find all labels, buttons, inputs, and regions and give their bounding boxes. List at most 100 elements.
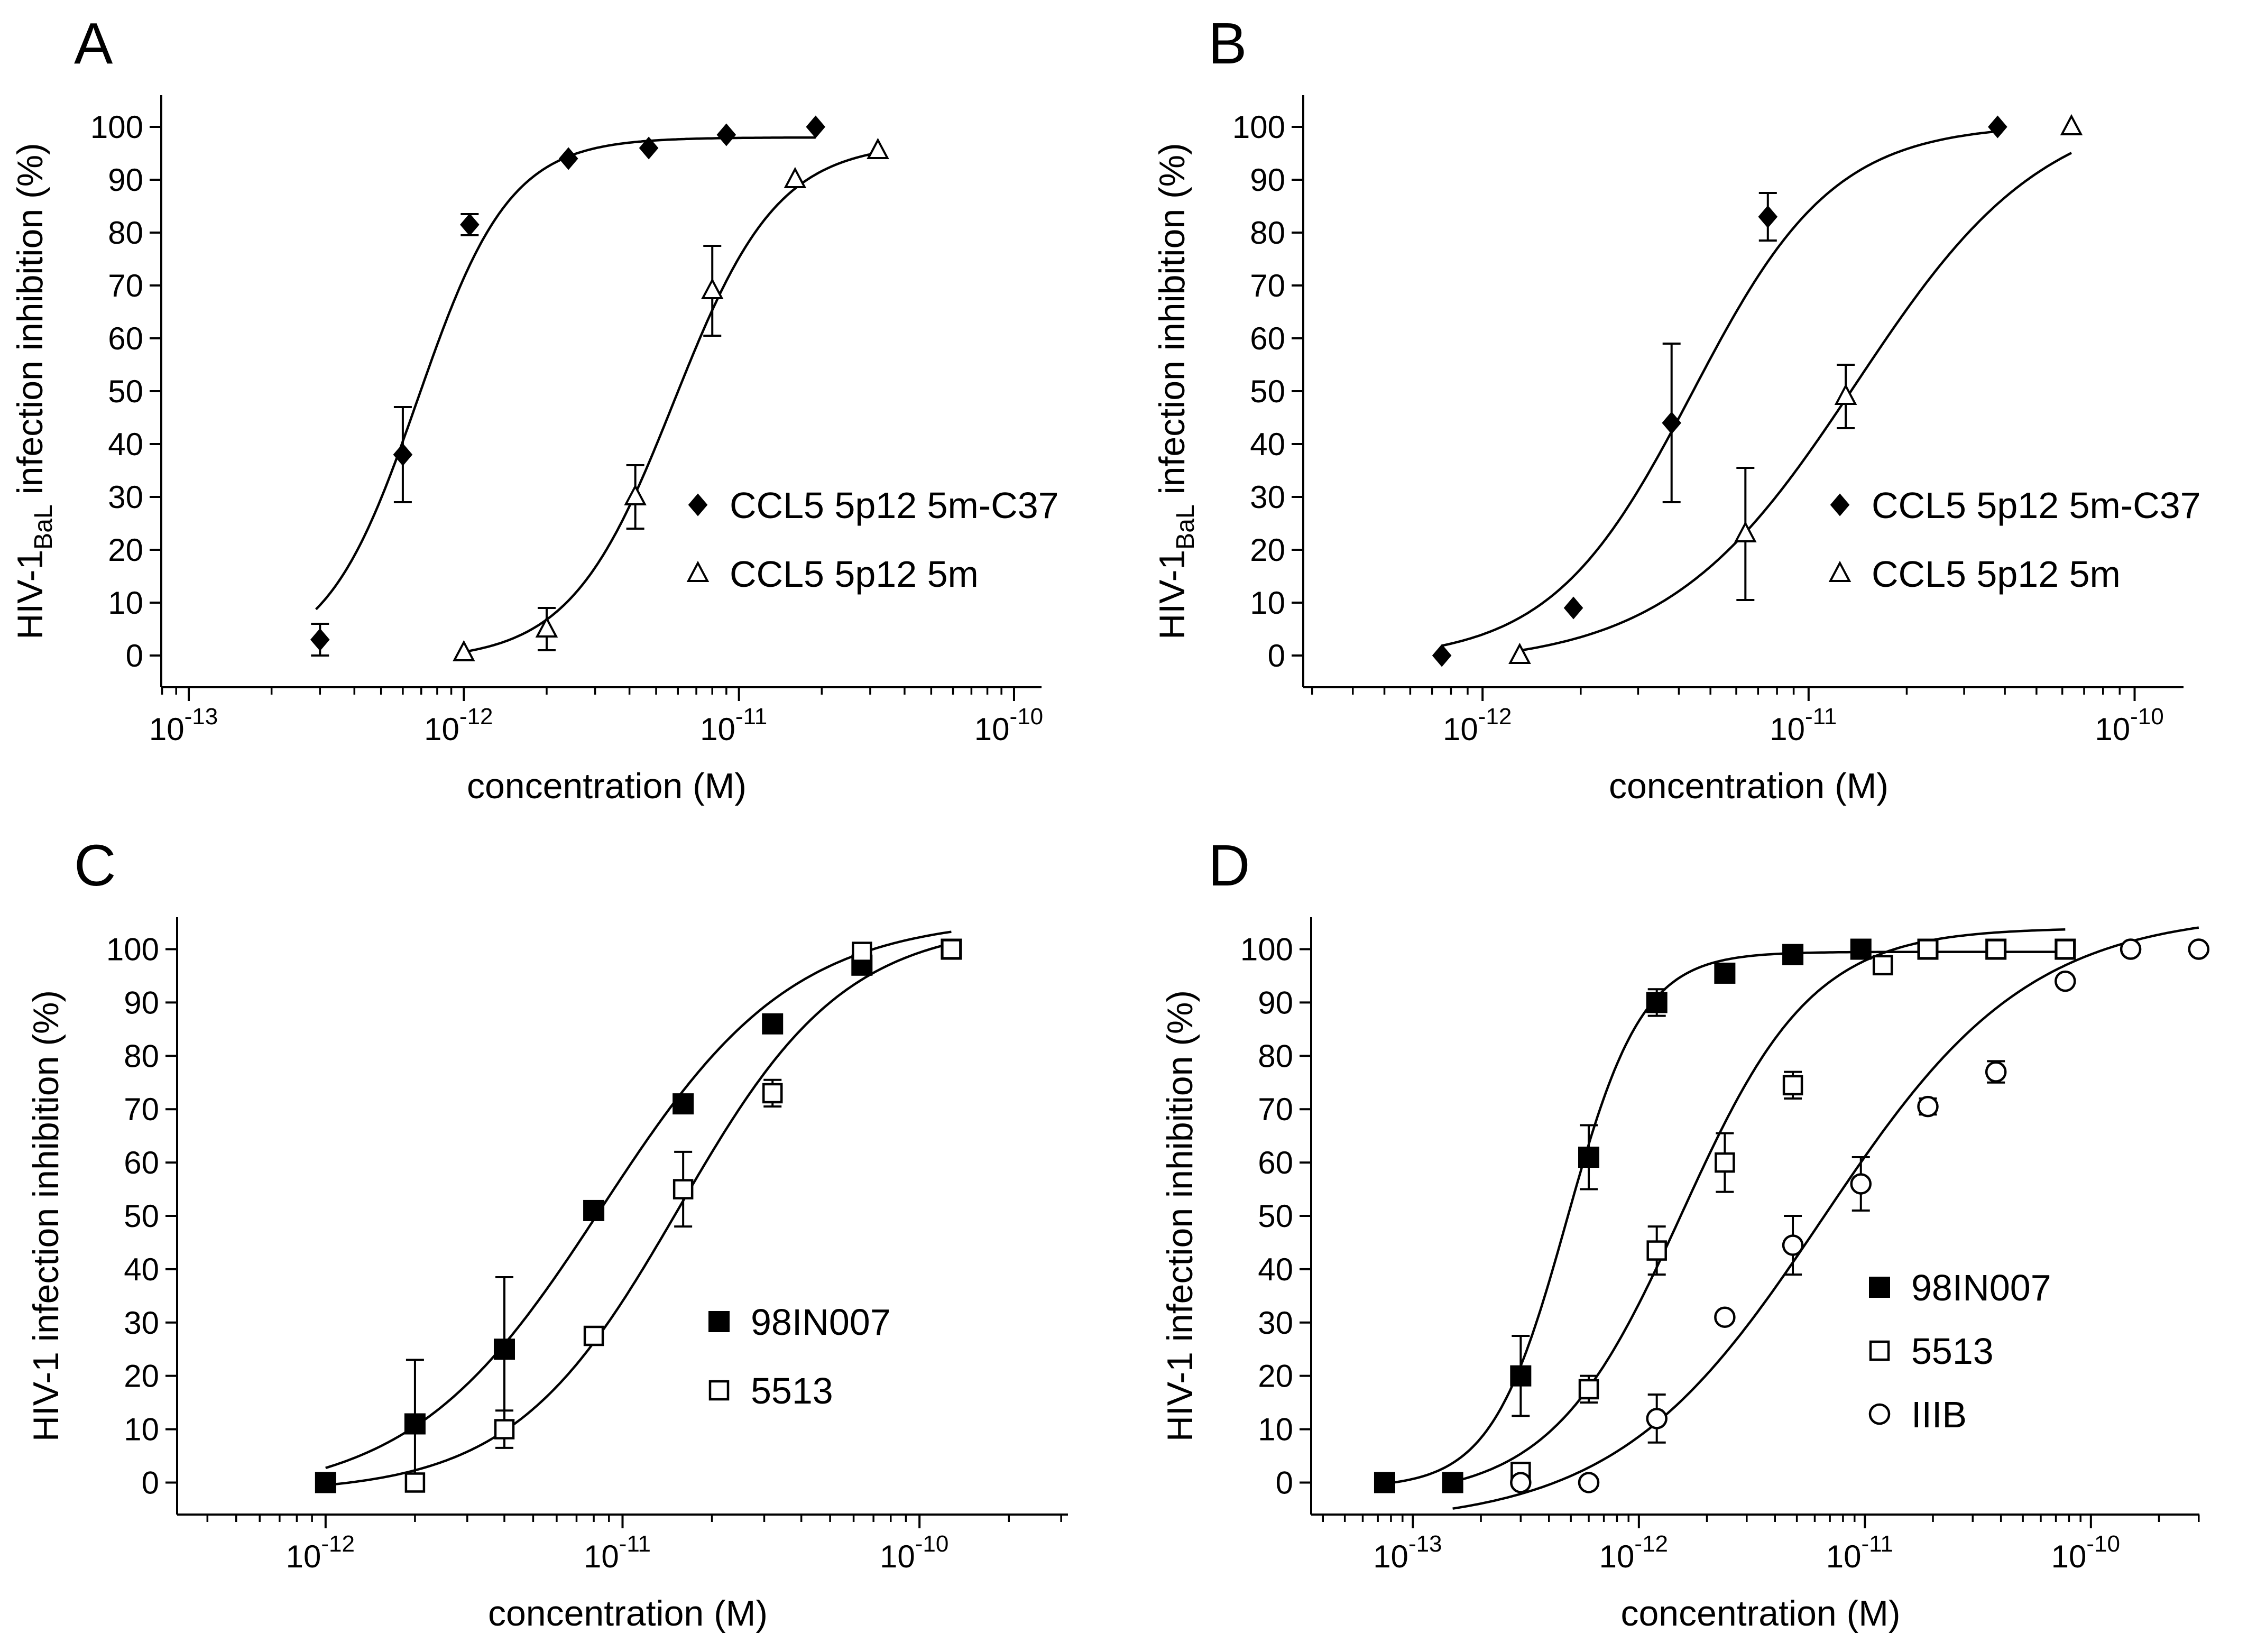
panel-a-letter: A	[74, 11, 113, 76]
panel-a-data-point	[310, 628, 330, 651]
panel-d-data-point	[2120, 938, 2142, 960]
panel-c-series-2	[325, 939, 962, 1493]
panel-a-y-axis-label: HIV-1BaL infection inhibition (%)	[10, 143, 58, 640]
panel-a-legend-marker	[688, 493, 708, 516]
panel-b-y-tick-label: 40	[1250, 427, 1285, 462]
panel-c-data-point	[673, 1179, 694, 1199]
panel-d-data-point	[1782, 1075, 1803, 1096]
panel-a-legend-label: CCL5 5p12 5m	[730, 553, 979, 595]
panel-c-data-point	[493, 1339, 515, 1360]
panel-b-data-point	[1988, 115, 2007, 139]
panel-a-y-tick-label: 80	[108, 215, 143, 251]
panel-d-data-point	[1714, 1306, 1736, 1328]
panel-a-x-tick-label: 10-12	[424, 704, 493, 747]
panel-b-y-tick-label: 70	[1250, 268, 1285, 303]
panel-b-data-point	[1662, 411, 1682, 435]
panel-b-data-point	[2060, 114, 2083, 135]
panel-c-y-tick-label: 100	[106, 932, 159, 967]
panel-c-y-tick-label: 50	[124, 1198, 159, 1234]
panel-d-data-point	[1646, 1408, 1668, 1429]
panel-a-y-tick-label: 60	[108, 321, 143, 356]
panel-a-x-tick-label: 10-13	[149, 704, 218, 747]
panel-d-data-point	[1985, 1061, 2007, 1083]
panel-d-x-axis-label: concentration (M)	[1620, 1593, 1900, 1633]
panel-a-x-tick-label: 10-11	[700, 704, 767, 747]
panel-a-x-tick-label: 10-10	[974, 704, 1043, 747]
panel-d-data-point	[1782, 944, 1804, 965]
panel-d-y-tick-label: 50	[1258, 1198, 1293, 1234]
panel-a: A 0 10 20 30 40 50 60 70 80 90 100 10-13 10-12 10-11 10…	[10, 11, 1059, 806]
panel-d-y-tick-label: 20	[1258, 1359, 1293, 1394]
panel-d-y-tick-label: 10	[1258, 1412, 1293, 1447]
panel-c-data-point	[762, 1013, 784, 1035]
panel-d-fit-curve	[1452, 926, 2199, 1510]
panel-d: D 0 10 20 30 40 50 60 70 80 90 100 10-13 10-12 10-11 10…	[1160, 833, 2210, 1633]
panel-b-letter: B	[1208, 11, 1247, 76]
panel-b-series-1	[1432, 115, 2007, 667]
panel-a-data-point	[784, 167, 807, 188]
panel-d-y-tick-label: 80	[1258, 1038, 1293, 1074]
panel-a-y-tick-label: 90	[108, 162, 143, 198]
panel-c-legend-marker	[708, 1311, 730, 1332]
panel-b-legend-marker	[1830, 493, 1850, 516]
panel-d-data-point	[1872, 955, 1893, 976]
panel-b-y-tick-label: 80	[1250, 215, 1285, 251]
panel-d-x-tick-label: 10-10	[2051, 1531, 2120, 1574]
panel-d-data-point	[1782, 1234, 1804, 1256]
panel-d-legend-marker	[1869, 1340, 1890, 1361]
panel-c-data-point	[852, 942, 872, 962]
panel-a-x-axis-label: concentration (M)	[467, 766, 747, 806]
panel-d-data-point	[1578, 1379, 1599, 1400]
panel-d-data-point	[2188, 938, 2210, 960]
panel-d-data-point	[1646, 1240, 1667, 1261]
panel-d-legend-label: IIIB	[1911, 1394, 1967, 1435]
panel-d-fit-curve	[1452, 928, 2066, 1483]
panel-c-legend-label: 5513	[751, 1370, 833, 1411]
panel-b-y-axis-label: HIV-1BaL infection inhibition (%)	[1152, 143, 1200, 640]
panel-c-x-axis-label: concentration (M)	[488, 1593, 768, 1633]
panel-d-x-tick-label: 10-11	[1826, 1531, 1893, 1574]
panel-c-data-point	[315, 1472, 336, 1493]
panel-a-y-tick-label: 10	[108, 585, 143, 621]
panel-b-x-tick-label: 10-12	[1443, 704, 1512, 747]
panel-a-data-point	[558, 147, 578, 170]
panel-d-data-point	[1850, 938, 1872, 960]
panel-b-legend-marker	[1828, 560, 1852, 582]
panel-d-y-tick-label: 60	[1258, 1145, 1293, 1180]
panel-a-data-point	[867, 137, 889, 159]
panel-b-data-point	[1563, 596, 1583, 620]
panel-a-fit-curve	[463, 151, 878, 653]
panel-c-y-axis-label: HIV-1 infection inhibition (%)	[26, 990, 66, 1442]
panel-b-y-tick-label: 60	[1250, 321, 1285, 356]
panel-c-data-point	[404, 1472, 426, 1493]
panel-c-data-point	[583, 1325, 604, 1346]
panel-c-data-point	[494, 1419, 515, 1439]
panel-c-y-tick-label: 80	[124, 1038, 159, 1074]
panel-a-legend-label: CCL5 5p12 5m-C37	[730, 485, 1059, 526]
panel-c-x-tick-label: 10-11	[584, 1531, 651, 1574]
panel-b-y-tick-label: 90	[1250, 162, 1285, 198]
panel-b-y-tick-label: 100	[1232, 109, 1285, 145]
panel-d-data-point	[1510, 1472, 1532, 1493]
panel-c-x-tick-label: 10-12	[286, 1531, 355, 1574]
panel-a-data-point	[624, 484, 647, 505]
panel-b-y-tick-label: 50	[1250, 374, 1285, 409]
panel-d-data-point	[1374, 1472, 1395, 1493]
panel-a-y-tick-label: 40	[108, 427, 143, 462]
panel-b-x-tick-label: 10-11	[1770, 704, 1837, 747]
panel-c-data-point	[673, 1093, 694, 1115]
panel-b-x-tick-label: 10-10	[2095, 704, 2163, 747]
panel-b-fit-curve	[1441, 130, 1998, 647]
panel-c-data-point	[404, 1413, 426, 1435]
panel-d-data-point	[1578, 1147, 1600, 1168]
panel-b: B 0 10 20 30 40 50 60 70 80 90 100 10-12 10-11 10-10 co…	[1152, 11, 2201, 806]
panel-a-data-point	[460, 213, 480, 236]
panel-a-data-point	[453, 640, 475, 661]
panel-b-data-point	[1734, 521, 1757, 542]
panel-d-data-point	[1850, 1173, 1872, 1195]
panel-b-data-point	[1508, 642, 1531, 664]
panel-c-y-tick-label: 30	[124, 1305, 159, 1341]
panel-b-y-tick-label: 30	[1250, 479, 1285, 515]
